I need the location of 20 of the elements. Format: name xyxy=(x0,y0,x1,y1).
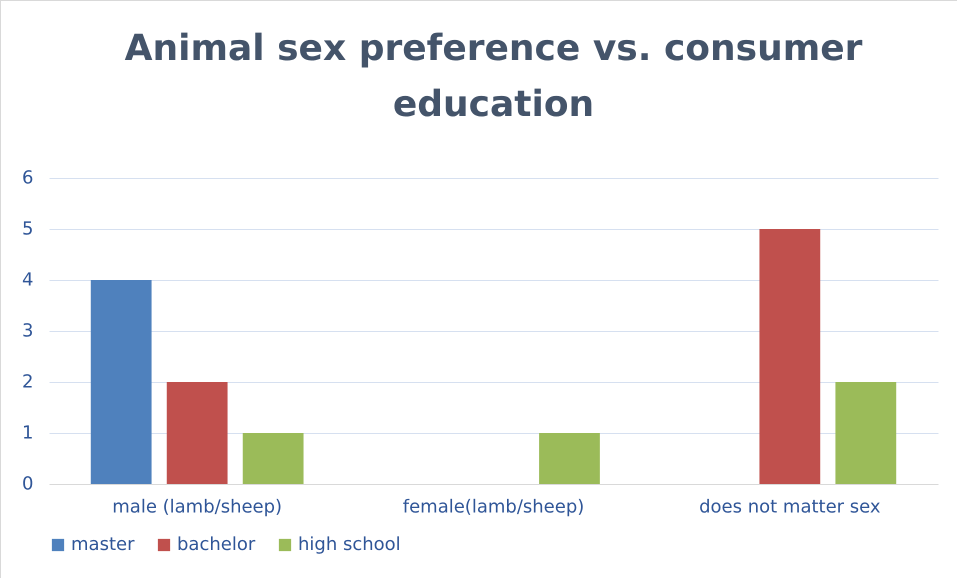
y-tick-label: 5 xyxy=(22,218,34,240)
chart-title: Animal sex preference vs. consumer education xyxy=(124,28,863,125)
x-tick-label: does not matter sex xyxy=(699,496,881,518)
legend-label: master xyxy=(71,534,136,555)
x-tick-label: male (lamb/sheep) xyxy=(112,496,282,518)
bar xyxy=(835,382,896,484)
bar xyxy=(166,382,228,484)
legend-label: bachelor xyxy=(177,534,256,555)
bar xyxy=(539,433,600,484)
x-tick-label: female(lamb/sheep) xyxy=(402,496,584,518)
legend-label: high school xyxy=(298,534,401,555)
bar xyxy=(759,229,820,484)
y-tick-label: 0 xyxy=(22,474,34,494)
bar xyxy=(242,433,304,484)
y-tick-label: 2 xyxy=(22,372,34,392)
y-tick-label: 6 xyxy=(22,168,34,188)
bar xyxy=(90,280,152,484)
y-tick-label: 3 xyxy=(22,320,34,342)
y-tick-label: 1 xyxy=(22,422,34,444)
y-tick-label: 4 xyxy=(22,270,34,290)
